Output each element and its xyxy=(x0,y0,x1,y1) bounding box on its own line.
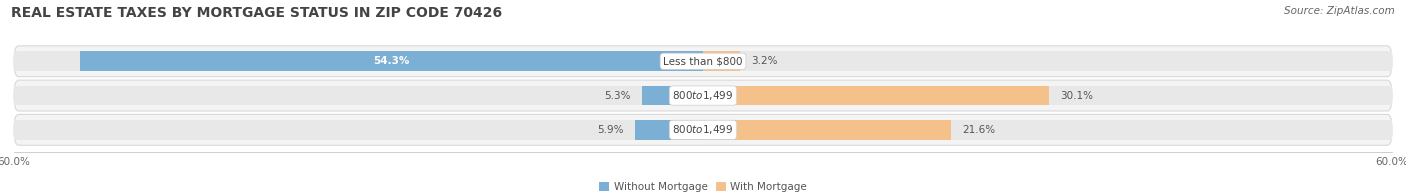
Bar xyxy=(14,120,703,140)
Text: $800 to $1,499: $800 to $1,499 xyxy=(672,89,734,102)
Bar xyxy=(80,51,703,71)
FancyBboxPatch shape xyxy=(14,114,1392,145)
Text: Source: ZipAtlas.com: Source: ZipAtlas.com xyxy=(1284,6,1395,16)
Bar xyxy=(703,120,1392,140)
Bar xyxy=(703,86,1049,105)
Bar xyxy=(703,86,1392,105)
Text: 54.3%: 54.3% xyxy=(373,56,409,66)
Text: 30.1%: 30.1% xyxy=(1060,90,1092,101)
Bar xyxy=(636,120,703,140)
FancyBboxPatch shape xyxy=(14,46,1392,77)
Text: 21.6%: 21.6% xyxy=(963,125,995,135)
Bar xyxy=(703,51,1392,71)
Bar xyxy=(14,86,703,105)
Text: 3.2%: 3.2% xyxy=(751,56,778,66)
Bar xyxy=(703,120,950,140)
Text: Less than $800: Less than $800 xyxy=(664,56,742,66)
Text: REAL ESTATE TAXES BY MORTGAGE STATUS IN ZIP CODE 70426: REAL ESTATE TAXES BY MORTGAGE STATUS IN … xyxy=(11,6,502,20)
Legend: Without Mortgage, With Mortgage: Without Mortgage, With Mortgage xyxy=(595,178,811,195)
Text: 5.9%: 5.9% xyxy=(598,125,624,135)
Bar xyxy=(14,51,703,71)
FancyBboxPatch shape xyxy=(14,80,1392,111)
Text: 5.3%: 5.3% xyxy=(605,90,631,101)
Text: $800 to $1,499: $800 to $1,499 xyxy=(672,123,734,136)
Bar xyxy=(643,86,703,105)
Bar xyxy=(703,51,740,71)
